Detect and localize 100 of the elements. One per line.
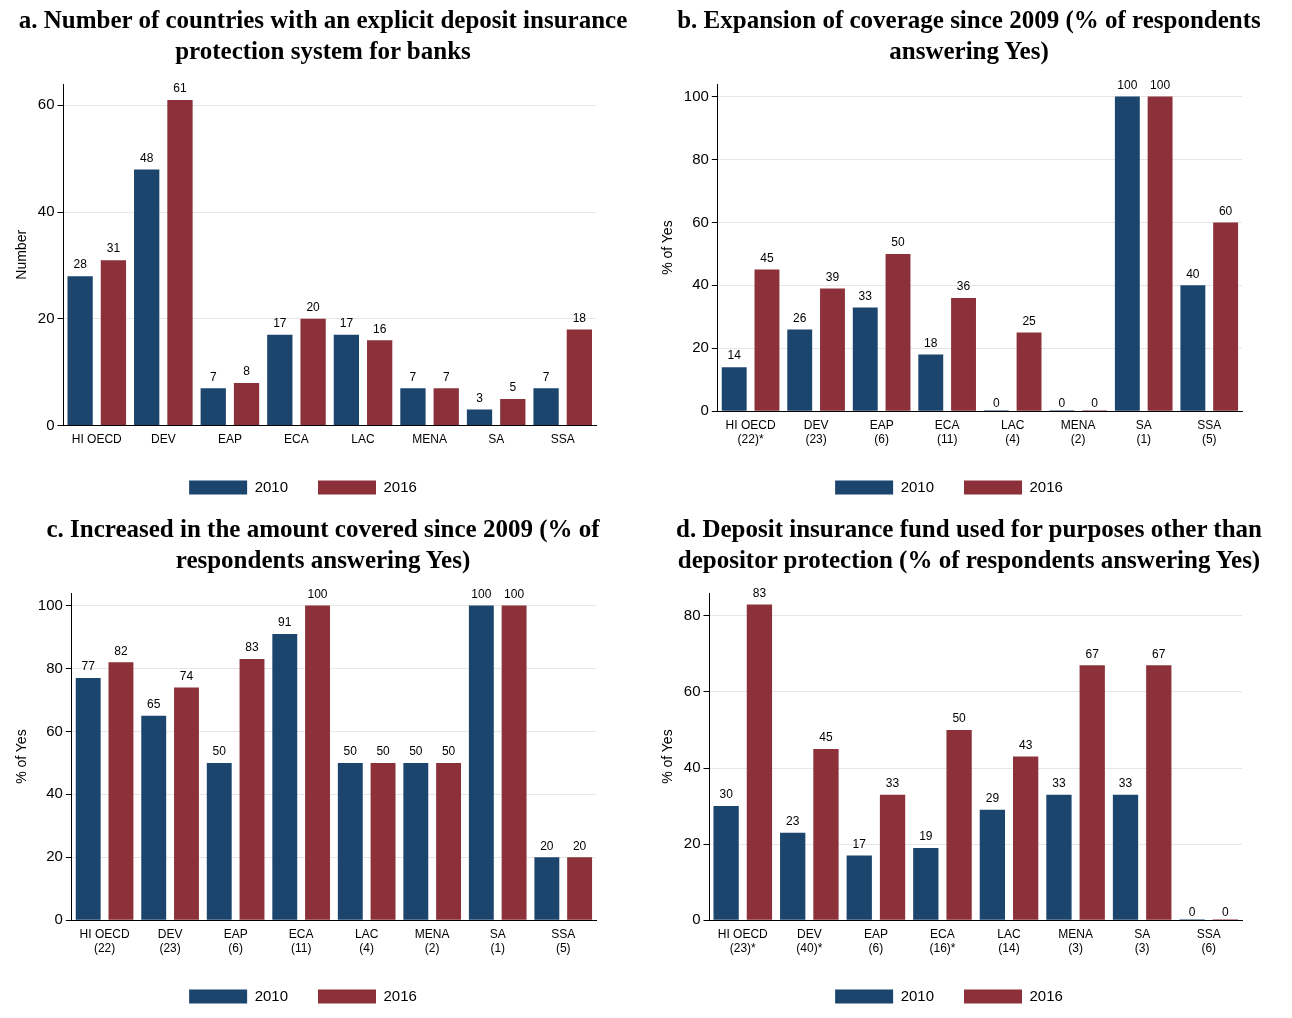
x-tick-label: SA (3) — [1134, 926, 1151, 956]
y-tick-label: 0 — [46, 415, 55, 433]
data-label: 60 — [1218, 203, 1233, 218]
data-label: 50 — [409, 744, 423, 759]
bar — [1213, 222, 1239, 411]
bar — [501, 605, 527, 920]
data-label: 17 — [339, 316, 354, 331]
data-label: 65 — [147, 697, 161, 712]
x-tick-label: EAP (6) — [863, 926, 888, 956]
bar — [713, 806, 739, 920]
x-tick-label: LAC (4) — [1001, 417, 1025, 447]
x-tick-label: SSA (6) — [1196, 926, 1221, 956]
bar — [75, 677, 101, 920]
data-label: 67 — [1152, 646, 1166, 661]
y-tick-label: 20 — [37, 308, 55, 326]
data-label: 16 — [372, 321, 387, 336]
data-label: 7 — [409, 369, 417, 384]
legend-label: 2016 — [1029, 477, 1063, 495]
data-label: 43 — [1018, 737, 1033, 752]
bar — [333, 334, 360, 426]
x-tick-label: ECA (11) — [934, 417, 960, 447]
bar — [1079, 665, 1105, 920]
data-label: 18 — [924, 335, 938, 350]
bar — [852, 307, 878, 411]
data-label: 23 — [786, 814, 800, 829]
x-tick-label: HI OECD (22) — [79, 926, 130, 956]
chart-title: d. Deposit insurance fund used for purposes other than depositor protection (% of respondents answering Yes) — [675, 514, 1263, 576]
data-label: 3 — [476, 390, 484, 405]
x-tick-label: EAP — [217, 432, 242, 447]
bar — [885, 253, 911, 411]
x-tick-label: LAC (4) — [355, 926, 379, 956]
x-tick-label: SA — [488, 432, 505, 447]
x-tick-label: HI OECD (22)* — [725, 417, 776, 447]
data-label: 8 — [243, 364, 251, 379]
y-axis-title: % of Yes — [13, 729, 30, 784]
bar — [300, 318, 326, 426]
bar — [367, 340, 393, 426]
bar — [305, 605, 330, 920]
y-tick-label: 40 — [683, 758, 701, 776]
x-tick-label: DEV (23) — [803, 417, 829, 447]
y-tick-label: 40 — [37, 202, 55, 220]
y-tick-label: 60 — [692, 212, 709, 230]
x-tick-label: DEV (23) — [157, 926, 183, 956]
data-label: 61 — [173, 81, 187, 96]
y-tick-label: 40 — [692, 275, 709, 293]
bar — [567, 857, 593, 920]
data-label: 26 — [793, 310, 807, 325]
legend-label: 2010 — [900, 986, 935, 1004]
bar — [1016, 332, 1042, 411]
bar — [913, 847, 939, 920]
data-label: 36 — [956, 279, 971, 294]
y-tick-label: 60 — [37, 95, 55, 113]
data-label: 7 — [442, 369, 450, 384]
legend-label: 2010 — [254, 477, 289, 495]
x-tick-label: SA (1) — [489, 926, 506, 956]
x-tick-label: SSA (5) — [1197, 417, 1222, 447]
y-tick-label: 60 — [683, 682, 701, 700]
data-label: 30 — [719, 787, 734, 802]
data-label: 40 — [1186, 266, 1200, 281]
data-label: 17 — [273, 316, 287, 331]
chart-title: a. Number of countries with an explicit deposit insurance protection system for banks — [17, 5, 629, 66]
bar — [174, 687, 199, 920]
bar — [1114, 96, 1140, 411]
y-tick-label: 20 — [683, 834, 701, 852]
bar — [813, 748, 839, 920]
data-label: 100 — [1150, 77, 1171, 92]
x-tick-label: MENA (2) — [414, 926, 450, 956]
data-label: 67 — [1085, 646, 1100, 661]
x-tick-label: LAC — [351, 432, 376, 447]
bar — [233, 382, 260, 426]
x-tick-label: MENA (2) — [1060, 417, 1096, 447]
bar — [1112, 794, 1139, 920]
data-label: 45 — [760, 250, 774, 265]
bar — [167, 100, 193, 426]
bar — [108, 662, 134, 920]
data-label: 50 — [891, 235, 906, 250]
bar — [337, 762, 363, 920]
data-label: 100 — [471, 586, 492, 601]
data-label: 50 — [212, 744, 227, 759]
bar — [946, 729, 972, 920]
legend-label: 2016 — [383, 986, 417, 1004]
bar — [1146, 665, 1172, 920]
bar — [403, 762, 429, 920]
bar — [141, 715, 167, 920]
data-label: 20 — [306, 300, 321, 315]
bar — [979, 809, 1006, 920]
data-label: 20 — [572, 838, 587, 853]
data-label: 18 — [572, 310, 587, 325]
bar — [267, 334, 293, 426]
bar — [1013, 756, 1039, 920]
data-label: 100 — [1117, 77, 1138, 92]
bar — [754, 269, 780, 411]
x-tick-label: EAP (6) — [223, 926, 248, 956]
bar — [879, 794, 906, 920]
x-tick-label: MENA (3) — [1058, 926, 1093, 956]
data-label: 29 — [985, 791, 1000, 806]
chart-title: b. Expansion of coverage since 2009 (% of respondents answering Yes) — [676, 5, 1262, 67]
data-label: 19 — [919, 829, 933, 844]
bar — [370, 762, 396, 920]
x-tick-label: HI OECD — [71, 432, 123, 447]
